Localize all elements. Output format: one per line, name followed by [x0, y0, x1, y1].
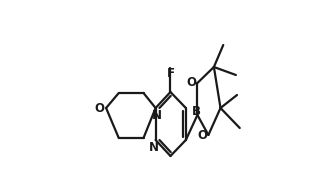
- Text: N: N: [149, 141, 159, 153]
- Text: O: O: [94, 102, 104, 115]
- Text: O: O: [197, 129, 207, 142]
- Text: N: N: [151, 109, 162, 122]
- Text: F: F: [166, 67, 174, 80]
- Text: B: B: [192, 105, 201, 118]
- Text: O: O: [187, 76, 197, 89]
